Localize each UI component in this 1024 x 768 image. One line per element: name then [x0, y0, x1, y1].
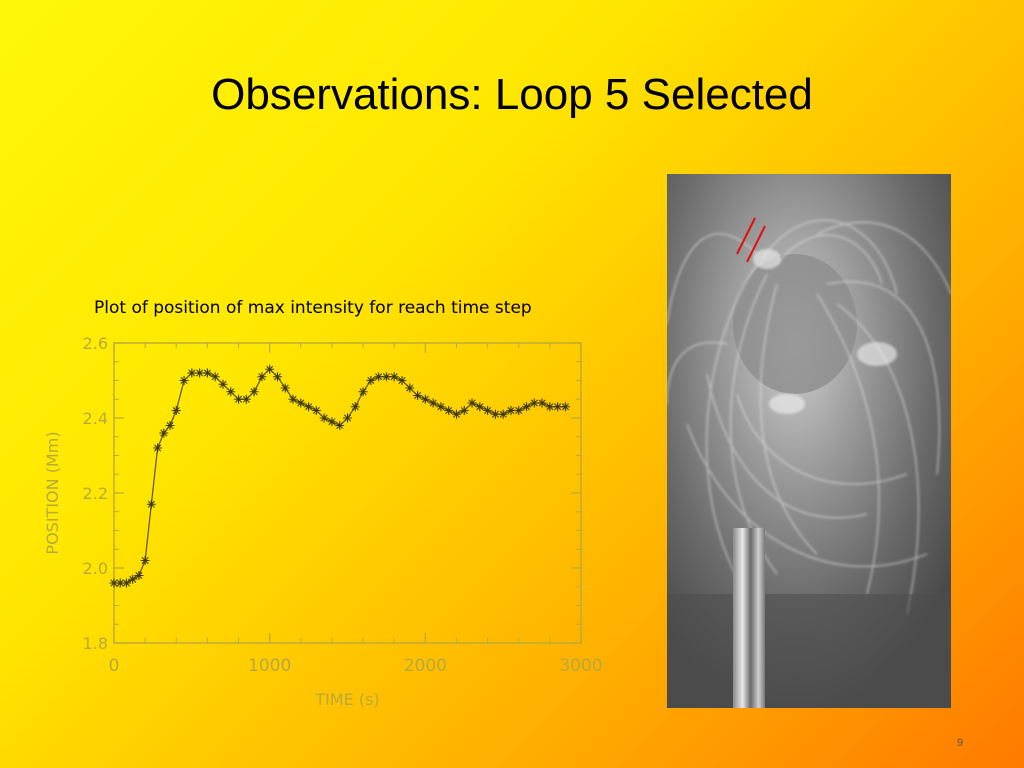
- data-point: [451, 409, 461, 419]
- page-number: 9: [957, 737, 964, 749]
- data-point: [265, 364, 275, 374]
- coronal-loops: [667, 219, 951, 615]
- data-point: [234, 394, 244, 404]
- data-point: [553, 402, 563, 412]
- data-point: [413, 391, 423, 400]
- data-point: [140, 556, 150, 565]
- data-point: [381, 372, 391, 382]
- data-point: [272, 372, 282, 382]
- data-point: [134, 571, 144, 580]
- data-point: [560, 402, 570, 412]
- data-point: [506, 406, 516, 415]
- slide-title: Observations: Loop 5 Selected: [211, 70, 813, 119]
- loop-marker-line: [736, 217, 756, 255]
- x-tick-label: 3000: [559, 656, 602, 676]
- loop-cross-section-strip: [733, 528, 765, 708]
- data-point: [436, 402, 446, 412]
- data-point: [537, 398, 547, 408]
- data-point: [288, 394, 298, 404]
- data-point: [249, 387, 259, 397]
- y-tick-label: 2.2: [83, 484, 108, 503]
- y-tick-label: 2.6: [83, 334, 108, 353]
- y-tick-label: 2.4: [83, 409, 108, 428]
- data-point: [121, 578, 131, 588]
- data-point: [179, 376, 189, 385]
- data-point: [327, 417, 337, 427]
- solar-corona-picture: [667, 174, 951, 708]
- data-point: [202, 368, 212, 378]
- data-point: [389, 372, 399, 382]
- data-point: [397, 376, 407, 385]
- data-point: [358, 387, 368, 397]
- data-point: [218, 379, 228, 389]
- data-point: [115, 578, 125, 588]
- data-point: [210, 372, 220, 382]
- data-point: [350, 402, 360, 412]
- data-point: [343, 413, 352, 423]
- data-point: [171, 406, 181, 415]
- solar-loop-image: [667, 174, 951, 708]
- data-point: [195, 368, 205, 378]
- data-point: [514, 406, 524, 415]
- data-point: [311, 406, 321, 415]
- loop-marker-line: [746, 225, 766, 263]
- data-point: [498, 409, 508, 419]
- plot-frame: [113, 342, 582, 644]
- data-point: [490, 409, 500, 419]
- x-tick-label: 2000: [404, 656, 447, 676]
- position-time-chart: 0 1000 2000 3000 1.8 2.0 2.2 2.4 2.6 TIME (s) POSI…: [43, 334, 603, 709]
- y-tick-label: 1.8: [83, 634, 108, 653]
- data-point: [335, 421, 345, 430]
- data-point: [475, 402, 485, 412]
- data-point: [459, 406, 469, 415]
- data-point: [153, 443, 163, 453]
- data-point: [444, 406, 454, 415]
- data-point: [128, 574, 138, 584]
- data-point: [159, 428, 169, 438]
- data-point: [280, 383, 290, 393]
- data-point: [483, 406, 493, 415]
- y-axis-label: POSITION (Mm): [43, 431, 62, 554]
- data-point: [241, 394, 251, 404]
- data-point: [522, 402, 532, 412]
- x-axis-label: TIME (s): [314, 690, 379, 709]
- data-point: [366, 376, 376, 385]
- data-point: [420, 394, 430, 404]
- y-tick-label: 2.0: [83, 559, 108, 578]
- data-point: [545, 402, 555, 412]
- data-point: [257, 372, 267, 382]
- x-tick-label: 1000: [248, 656, 291, 676]
- x-tick-label: 0: [109, 656, 120, 676]
- data-point: [187, 368, 197, 378]
- data-point: [226, 387, 236, 397]
- data-point: [467, 398, 477, 408]
- data-point: [374, 372, 384, 382]
- data-point: [529, 398, 539, 408]
- data-point: [428, 398, 438, 408]
- data-point: [109, 578, 119, 588]
- data-point: [304, 402, 314, 412]
- data-point: [296, 398, 306, 408]
- data-point: [146, 499, 156, 509]
- data-point: [405, 383, 415, 393]
- data-point: [165, 421, 175, 430]
- series-line: [114, 368, 566, 584]
- plot-caption: Plot of position of max intensity for re…: [94, 298, 532, 318]
- data-point: [319, 413, 329, 423]
